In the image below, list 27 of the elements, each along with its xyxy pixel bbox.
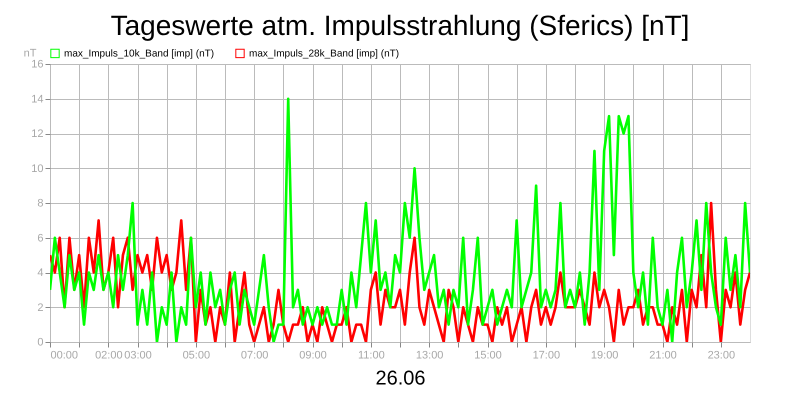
x-tick-label: 21:00 — [649, 350, 677, 362]
x-tick-label: 15:00 — [474, 350, 502, 362]
x-tick-label: 13:00 — [416, 350, 444, 362]
x-tick-label: 02:00 — [95, 350, 123, 362]
y-tick-label: 4 — [37, 267, 44, 279]
x-tick-label: 17:00 — [532, 350, 560, 362]
x-tick-label: 23:00 — [708, 350, 736, 362]
x-tick-label: 09:00 — [299, 350, 327, 362]
y-tick-label: 0 — [37, 336, 44, 348]
x-tick-label: 05:00 — [182, 350, 210, 362]
legend-label: max_Impuls_10k_Band [imp] (nT) — [64, 48, 214, 60]
y-tick-label: 14 — [31, 93, 44, 106]
chart-title: Tageswerte atm. Impulsstrahlung (Sferics) [nT] — [110, 10, 690, 41]
y-axis-title: nT — [24, 48, 37, 60]
y-tick-label: 6 — [37, 232, 44, 244]
x-axis-title: 26.06 — [375, 368, 426, 390]
y-tick-label: 12 — [31, 128, 44, 140]
x-tick-label: 19:00 — [590, 350, 618, 362]
x-tick-label: 07:00 — [240, 350, 268, 362]
x-tick-label: 11:00 — [358, 350, 385, 362]
y-tick-label: 16 — [31, 58, 44, 70]
y-tick-label: 8 — [37, 198, 44, 210]
y-tick-label: 10 — [31, 162, 44, 175]
x-tick-label: 00:00 — [50, 350, 78, 362]
legend-label: max_Impuls_28k_Band [imp] (nT) — [249, 48, 400, 60]
x-tick-label: 03:00 — [124, 350, 152, 362]
y-tick-label: 2 — [37, 302, 44, 314]
